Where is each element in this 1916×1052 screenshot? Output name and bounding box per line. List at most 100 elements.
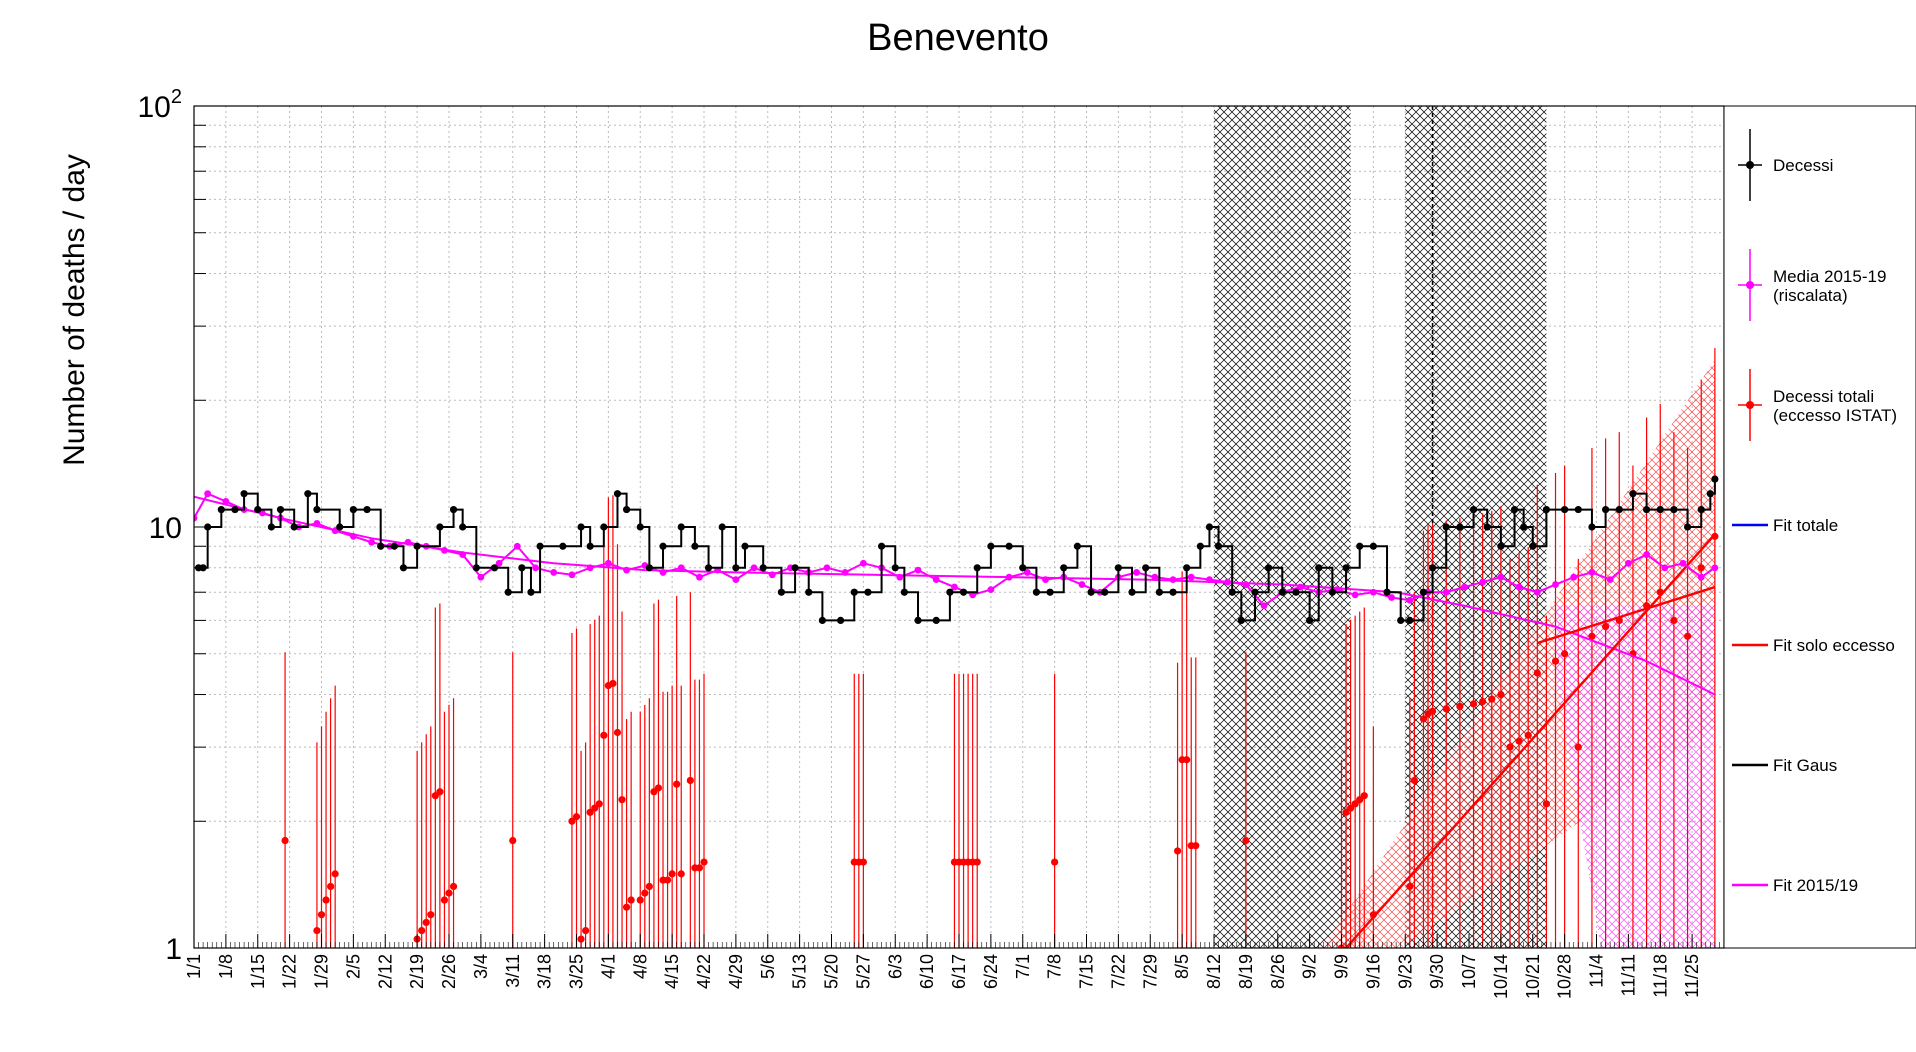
media-point <box>1679 559 1687 567</box>
legend-label: Decessi <box>1773 156 1833 175</box>
x-tick-label: 2/12 <box>375 954 395 989</box>
legend-marker <box>1746 161 1754 169</box>
eccesso-point <box>440 896 449 904</box>
decessi-point <box>1428 564 1437 572</box>
decessi-point <box>231 505 239 514</box>
decessi-point <box>1155 588 1163 596</box>
media-point <box>841 569 849 576</box>
x-tick-label: 1/15 <box>248 954 268 989</box>
decessi-point <box>1670 505 1678 514</box>
eccesso-point <box>331 870 339 878</box>
media-point <box>1497 573 1505 581</box>
media-point <box>1461 583 1468 591</box>
decessi-point <box>399 564 408 572</box>
decessi-point <box>1642 505 1651 514</box>
x-tick-label: 11/25 <box>1682 954 1702 998</box>
decessi-point <box>504 588 512 596</box>
x-tick-label: 4/15 <box>662 954 682 989</box>
legend-marker <box>1746 401 1754 409</box>
x-tick-label: 1/8 <box>216 954 236 979</box>
media-point <box>823 564 831 572</box>
media-point <box>951 583 958 591</box>
eccesso-point <box>1551 657 1560 665</box>
media-point <box>1711 564 1719 572</box>
decessi-point <box>777 588 786 596</box>
x-tick-label: 4/22 <box>694 954 714 989</box>
decessi-point <box>1315 564 1323 572</box>
x-tick-label: 8/5 <box>1172 954 1192 979</box>
eccesso-point <box>686 776 694 785</box>
media-point <box>1515 583 1523 591</box>
decessi-point <box>1292 588 1300 596</box>
media-point <box>1206 576 1213 583</box>
eccesso-point <box>1515 737 1523 745</box>
media-point <box>568 571 576 579</box>
x-tick-label: 4/8 <box>630 954 650 979</box>
legend-label: Fit solo eccesso <box>1773 636 1895 655</box>
media-point <box>1224 578 1232 586</box>
decessi-point <box>413 542 421 550</box>
decessi-point <box>1205 523 1214 531</box>
media-point <box>1643 551 1650 558</box>
decessi-point <box>1356 542 1364 550</box>
x-tick-label: 9/23 <box>1395 954 1415 989</box>
chart-title: Benevento <box>867 17 1049 59</box>
eccesso-point <box>1419 715 1428 723</box>
x-tick-label: 11/11 <box>1618 954 1638 996</box>
x-tick-label: 10/7 <box>1459 954 1479 989</box>
eccesso-point <box>1192 842 1200 850</box>
media-point <box>349 532 357 540</box>
eccesso-point <box>1524 731 1532 739</box>
eccesso-point <box>1428 707 1437 715</box>
media-point <box>1442 588 1450 596</box>
media-point <box>1369 588 1377 596</box>
decessi-point <box>1073 542 1081 550</box>
media-point <box>313 519 321 527</box>
legend: Decessi Media 2015-19 (riscalata) Decessi t… <box>1723 105 1916 949</box>
eccesso-point <box>418 926 426 935</box>
eccesso-point <box>609 679 617 688</box>
x-tick-label: 9/9 <box>1332 954 1352 979</box>
media-point <box>732 576 740 583</box>
decessi-point <box>805 588 813 596</box>
media-point <box>1479 578 1487 586</box>
eccesso-point <box>1410 776 1418 785</box>
decessi-point <box>1046 588 1054 596</box>
y-axis-ticks: 1 10 102 <box>138 86 218 966</box>
decessi-point <box>1214 542 1223 550</box>
eccesso-point <box>622 903 631 911</box>
decessi-point <box>1060 564 1068 572</box>
x-tick-label: 7/1 <box>1013 954 1033 979</box>
decessi-point <box>1602 505 1610 514</box>
eccesso-point <box>1497 690 1505 699</box>
decessi-point <box>1328 588 1336 596</box>
legend-entry: Media 2015-19 (riscalata) <box>1738 249 1886 321</box>
eccesso-point <box>636 896 644 904</box>
x-tick-label: 1/29 <box>312 954 332 989</box>
y-tick-label: 10 <box>149 512 182 545</box>
x-tick-label: 2/5 <box>343 954 363 979</box>
eccesso-point <box>1602 622 1610 631</box>
eccesso-point <box>645 882 653 891</box>
media-point <box>550 569 558 576</box>
x-tick-label: 1/1 <box>184 954 204 979</box>
decessi-point <box>900 588 908 596</box>
x-tick-label: 5/13 <box>790 954 810 989</box>
decessi-point <box>1019 564 1027 572</box>
legend-label: Decessi totali (eccesso ISTAT) <box>1773 387 1897 425</box>
media-point <box>677 564 685 572</box>
media-point <box>750 564 758 572</box>
media-point <box>1242 581 1250 588</box>
decessi-point <box>1706 490 1714 498</box>
decessi-point <box>1520 523 1528 531</box>
decessi-point <box>1032 588 1041 596</box>
media-point <box>768 571 776 579</box>
eccesso-point <box>568 817 576 825</box>
media-point <box>441 546 448 554</box>
media-point <box>1533 588 1541 596</box>
legend-label: Fit 2015/19 <box>1773 876 1858 895</box>
x-tick-label: 6/24 <box>981 954 1001 989</box>
eccesso-point <box>445 889 453 897</box>
decessi-point <box>636 523 644 531</box>
